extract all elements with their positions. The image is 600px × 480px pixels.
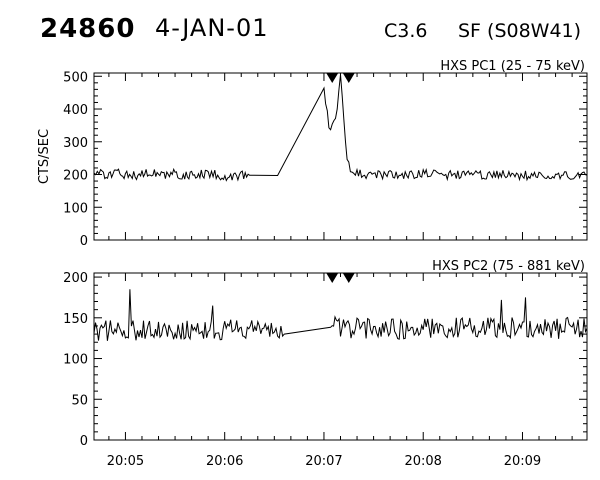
y-tick-label: 50 xyxy=(71,393,88,408)
x-tick-label: 20:05 xyxy=(107,454,144,469)
count-rate-series-1 xyxy=(93,74,588,182)
y-tick-label: 200 xyxy=(63,271,88,286)
x-tick-label: 20:06 xyxy=(206,454,243,469)
y-tick-label: 400 xyxy=(63,103,88,118)
y-axis-label: CTS/SEC xyxy=(37,129,52,184)
event-date: 4-JAN-01 xyxy=(155,14,269,42)
flare-marker-triangle xyxy=(326,73,339,83)
plot-frame-2 xyxy=(93,272,588,441)
count-rate-series-2 xyxy=(93,289,588,341)
flare-marker-triangle xyxy=(342,73,355,83)
y-tick-label: 500 xyxy=(63,70,88,85)
y-tick-label: 0 xyxy=(80,234,88,249)
y-tick-label: 100 xyxy=(63,353,88,368)
event-number: 24860 xyxy=(40,14,136,44)
panel-title-2: HXS PC2 (75 - 881 keV) xyxy=(432,259,585,274)
y-tick-label: 150 xyxy=(63,312,88,327)
x-tick-label: 20:07 xyxy=(305,454,342,469)
panel-title-1: HXS PC1 (25 - 75 keV) xyxy=(440,59,585,74)
y-tick-label: 200 xyxy=(63,169,88,184)
y-tick-label: 300 xyxy=(63,136,88,151)
x-tick-label: 20:09 xyxy=(504,454,541,469)
flare-marker-triangle xyxy=(326,273,339,283)
flare-class: C3.6 xyxy=(384,20,428,42)
x-tick-label: 20:08 xyxy=(404,454,441,469)
plot-frame-1 xyxy=(93,72,588,241)
flare-location: SF (S08W41) xyxy=(458,20,582,42)
flare-marker-triangle xyxy=(342,273,355,283)
y-tick-label: 100 xyxy=(63,201,88,216)
y-tick-label: 0 xyxy=(80,434,88,449)
